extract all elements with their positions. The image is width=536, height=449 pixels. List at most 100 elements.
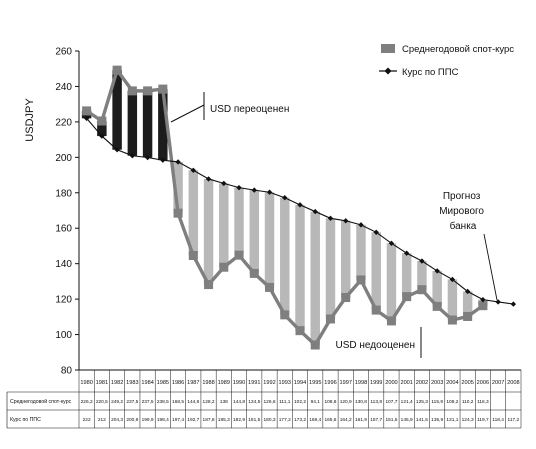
table-cell: 108,2: [446, 399, 458, 405]
table-cell: 135,9: [431, 417, 443, 423]
x-tick-label: 1981: [96, 380, 108, 386]
ppp-point: [358, 222, 364, 228]
table-cell: 212: [98, 417, 106, 423]
table-row-label: Курс по ППС: [10, 417, 41, 423]
table-cell: 187,8: [203, 417, 215, 423]
y-tick-label: 180: [55, 188, 72, 199]
table-cell: 199,9: [142, 417, 154, 423]
spot-point: [356, 275, 366, 285]
x-tick-label: 1988: [202, 380, 214, 386]
table-cell: 124,3: [462, 417, 474, 423]
spot-point: [402, 292, 412, 302]
ppp-point: [114, 147, 120, 153]
bar: [371, 232, 381, 311]
table-cell: 102,2: [294, 399, 306, 405]
bar: [173, 161, 183, 214]
table-cell: 108,8: [324, 399, 336, 405]
spot-point: [188, 251, 198, 261]
table-cell: 141,5: [416, 417, 428, 423]
table-cell: 134,5: [248, 399, 260, 405]
table-cell: 182,9: [233, 417, 245, 423]
ppp-point: [480, 296, 486, 303]
spot-point: [371, 305, 381, 315]
table-cell: 168,5: [172, 399, 184, 405]
x-tick-label: 1996: [324, 380, 336, 386]
spot-point: [295, 326, 305, 336]
x-tick-label: 2006: [477, 380, 489, 386]
bar: [356, 224, 366, 280]
bar: [401, 253, 412, 297]
table-cell: 110,2: [462, 399, 474, 405]
bar: [249, 190, 260, 274]
table-cell: 180,3: [264, 417, 276, 423]
annotation-undervalued: USD недооценен: [336, 327, 422, 358]
x-tick-label: 1983: [126, 380, 138, 386]
x-tick-label: 1990: [233, 380, 245, 386]
spot-point: [143, 86, 153, 96]
bar: [462, 291, 473, 317]
table-cell: 173,2: [294, 417, 306, 423]
table-cell: 238,5: [157, 399, 169, 405]
table-cell: 164,2: [340, 417, 352, 423]
legend-spot-label: Среднегодовой спот-курс: [402, 44, 514, 55]
table-cell: 204,3: [111, 417, 123, 423]
spot-point: [463, 311, 473, 321]
spot-point: [158, 84, 168, 94]
table-cell: 200,9: [126, 417, 138, 423]
legend-spot-swatch: [381, 44, 395, 53]
ppp-point: [434, 268, 440, 274]
ppp-point: [449, 276, 456, 283]
table-cell: 157,7: [370, 417, 382, 423]
table-cell: 165,6: [324, 417, 336, 423]
annotation-forecast-pointer: [483, 233, 498, 301]
y-axis-ticks: 80 100 120 140 160 180 200 220 240 260: [55, 47, 79, 377]
bar: [295, 204, 305, 331]
bar: [325, 218, 336, 319]
spot-line: [82, 65, 488, 350]
table-cell: 125,3: [416, 399, 428, 405]
ppp-point: [190, 167, 196, 173]
y-tick-label: 200: [55, 153, 72, 164]
bar: [142, 90, 153, 158]
ppp-point: [510, 301, 517, 307]
x-tick-label: 1998: [355, 380, 367, 386]
bar: [203, 178, 214, 285]
spot-point: [265, 282, 275, 292]
ppp-point: [251, 187, 257, 193]
spot-point: [310, 340, 320, 350]
bar: [310, 211, 320, 346]
table-cell: 177,2: [279, 417, 291, 423]
x-tick-label: 2001: [400, 380, 412, 386]
y-tick-label: 140: [55, 259, 72, 270]
bar: [188, 170, 199, 256]
ppp-point: [266, 189, 273, 195]
spot-point: [173, 208, 183, 218]
x-tick-label: 1986: [172, 380, 184, 386]
table-cell: 138: [220, 399, 228, 405]
table-cell: 94,1: [311, 399, 321, 405]
table-cell: 111,1: [279, 399, 291, 405]
ppp-line: [83, 115, 517, 307]
ppp-point: [205, 176, 212, 182]
spot-point: [325, 314, 335, 324]
y-tick-label: 240: [55, 82, 72, 93]
x-tick-label: 1984: [141, 380, 153, 386]
bar: [386, 243, 397, 321]
bar: [97, 121, 107, 137]
table-cell: 131,1: [446, 417, 458, 423]
table-cell: 113,8: [370, 399, 382, 405]
table-cell: 144,6: [187, 399, 199, 405]
y-tick-label: 80: [61, 366, 73, 377]
ppp-point: [419, 258, 425, 264]
ppp-point: [236, 184, 242, 191]
table-cell: 237,5: [142, 399, 154, 405]
table-cell: 117,2: [508, 417, 520, 423]
table-cell: 116,3: [477, 399, 489, 405]
x-tick-label: 2002: [416, 380, 428, 386]
x-tick-label: 1997: [339, 380, 351, 386]
table-cell: 128,2: [203, 399, 215, 405]
table-cell: 121,4: [401, 399, 413, 405]
bar: [234, 187, 244, 256]
x-tick-label: 1999: [370, 380, 382, 386]
